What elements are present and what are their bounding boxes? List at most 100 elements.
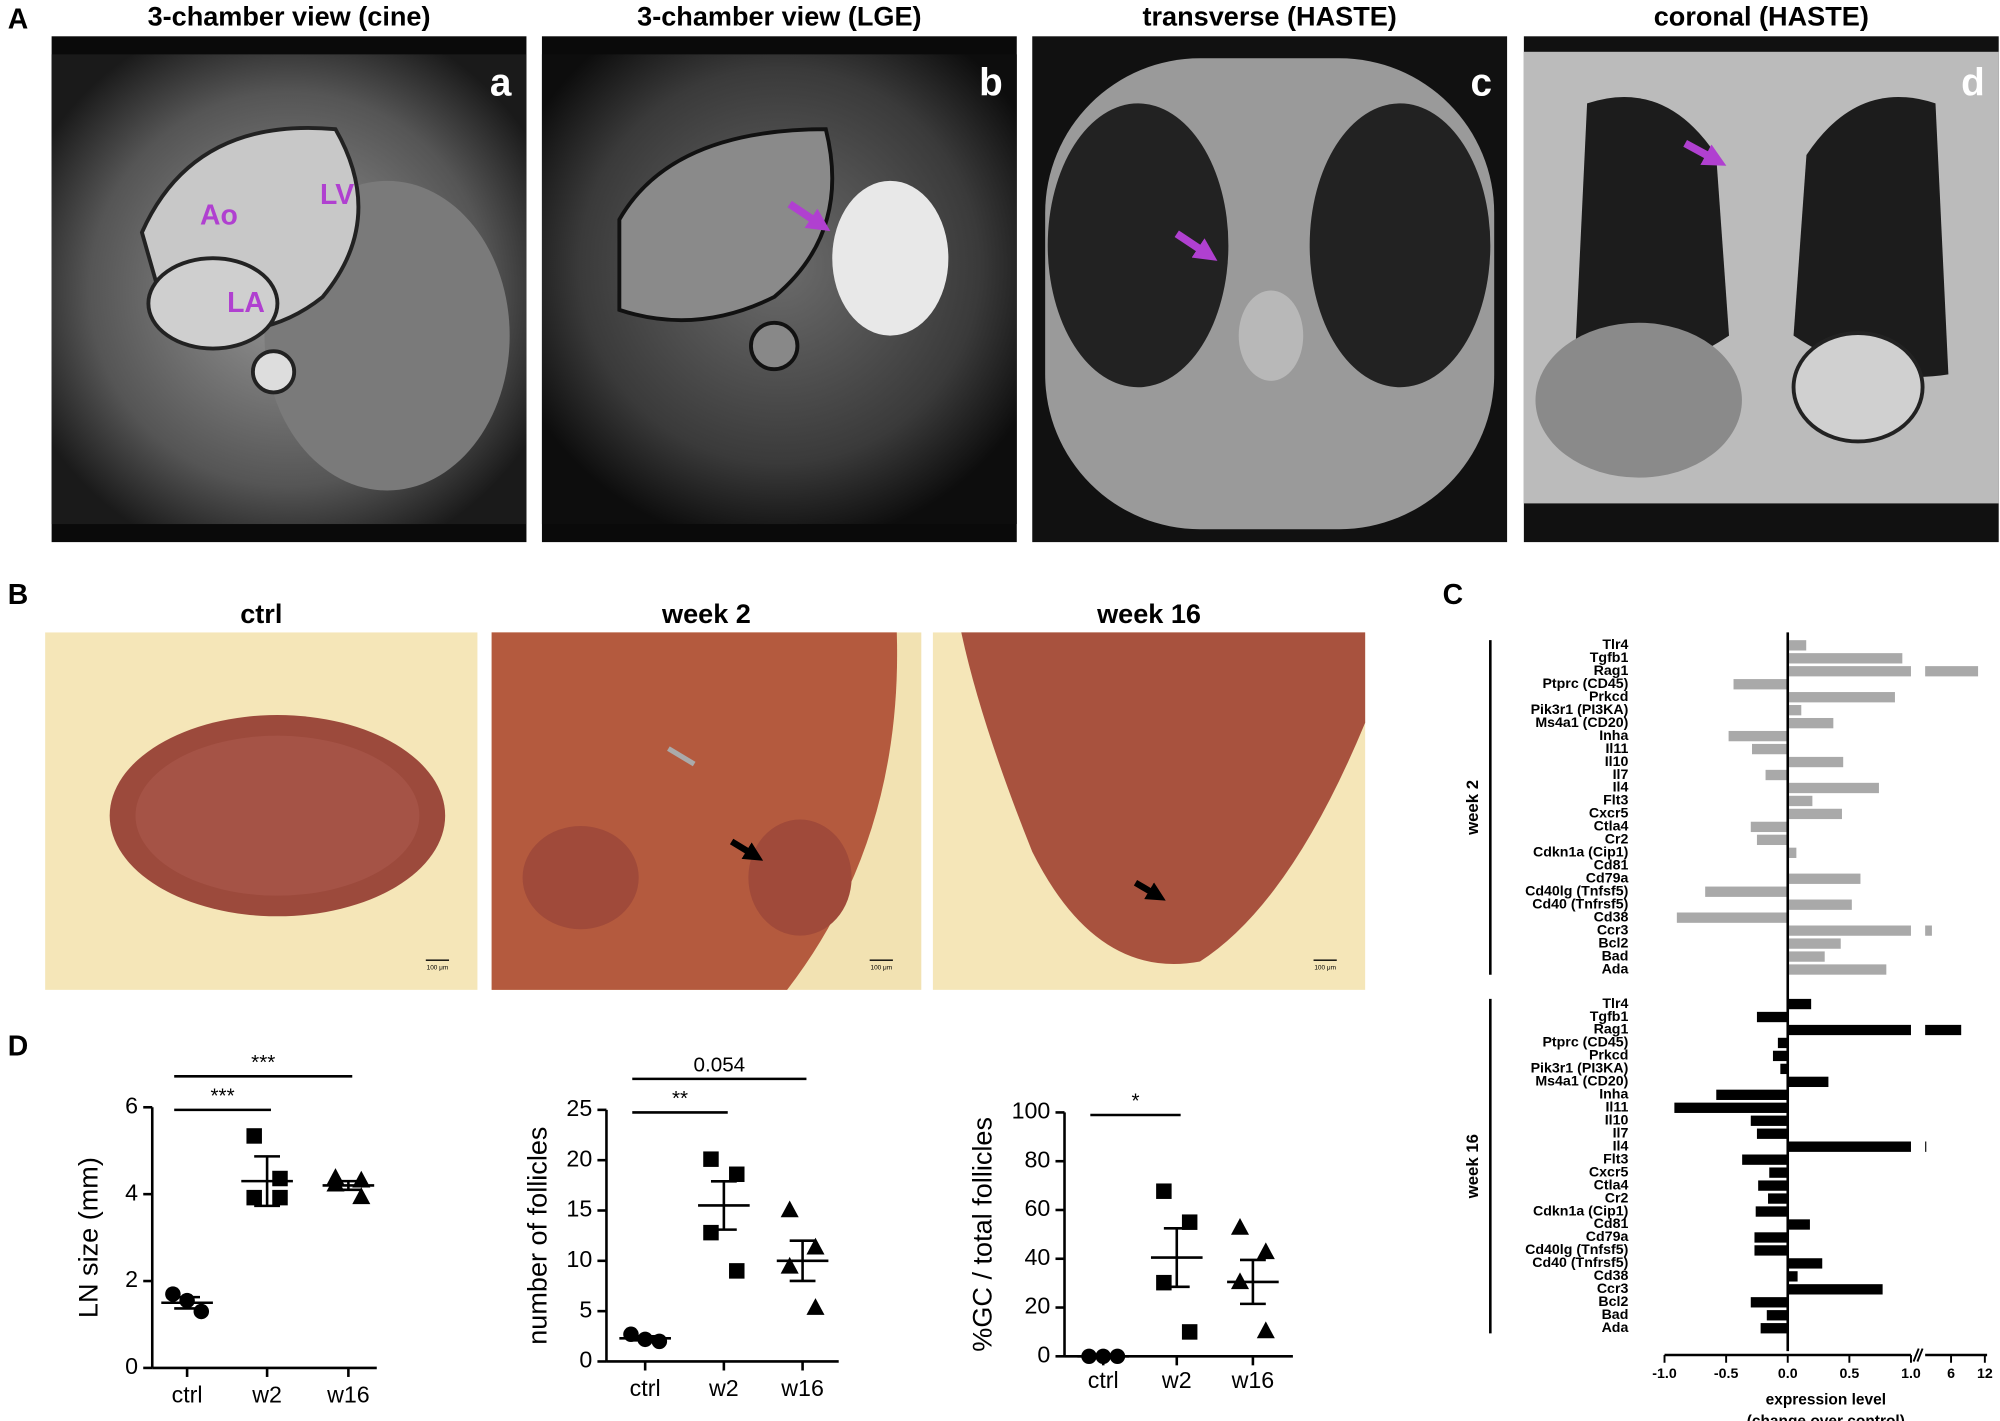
image-title: transverse (HASTE) — [1143, 0, 1397, 31]
point — [1230, 1218, 1250, 1235]
mri-image — [541, 36, 1017, 543]
x-tick-label: 0.5 — [1839, 1366, 1859, 1382]
category-label: Cr2 — [1605, 832, 1629, 848]
bar — [1728, 730, 1788, 742]
category-label: Il4 — [1613, 780, 1629, 796]
bar — [1787, 899, 1852, 910]
bar — [1756, 1128, 1788, 1139]
point — [806, 1237, 825, 1255]
bar — [1787, 808, 1842, 820]
bar — [1787, 653, 1903, 664]
x-tick-label: 1.0 — [1901, 1366, 1921, 1382]
category-label: Cd79a — [1586, 1229, 1629, 1245]
category-label: Cd81 — [1594, 1216, 1629, 1232]
image-label: LV — [320, 179, 354, 211]
bar — [1787, 782, 1879, 794]
y-tick-label: 10 — [566, 1246, 592, 1272]
category-label: Tlr4 — [1602, 996, 1628, 1012]
y-tick-label: 80 — [1024, 1146, 1050, 1172]
x-axis-label: expression level — [1766, 1391, 1886, 1408]
category-label: Il11 — [1605, 1100, 1628, 1116]
y-axis-label: number of follicles — [522, 1127, 553, 1345]
error-bar — [710, 1180, 737, 1231]
x-tick-label: 0.0 — [1778, 1366, 1798, 1382]
point — [729, 1263, 745, 1279]
bar — [1787, 1024, 1962, 1036]
bar — [1716, 1089, 1788, 1100]
point — [1181, 1324, 1198, 1340]
category-label: Tgfb1 — [1590, 650, 1629, 666]
bar — [1787, 1141, 1927, 1152]
y-tick-label: 15 — [566, 1196, 592, 1222]
histology-image — [491, 632, 922, 990]
category-label: Inha — [1599, 728, 1628, 744]
bar — [1742, 1154, 1788, 1165]
point — [806, 1298, 825, 1315]
error-bar — [1240, 1258, 1266, 1306]
category-label: Bad — [1602, 1307, 1629, 1323]
image-title: 3-chamber view (LGE) — [637, 0, 921, 31]
bar — [1750, 1297, 1788, 1308]
point — [1256, 1242, 1275, 1260]
image-letter: a — [490, 62, 512, 105]
bar — [1756, 1011, 1788, 1023]
significance-label: *** — [251, 1051, 275, 1074]
bar — [1787, 847, 1797, 858]
x-tick-label: w16 — [780, 1375, 824, 1401]
point — [272, 1170, 288, 1187]
category-label: Ccr3 — [1597, 1281, 1629, 1297]
category-label: Bcl2 — [1598, 1294, 1628, 1310]
x-tick-label: ctrl — [1088, 1367, 1119, 1393]
bar — [1752, 743, 1788, 755]
image-label: LA — [227, 287, 265, 319]
category-label: Rag1 — [1594, 1022, 1629, 1038]
x-tick-label: w16 — [1231, 1367, 1275, 1393]
y-tick-label: 0 — [125, 1353, 138, 1379]
category-label: Cxcr5 — [1589, 1164, 1629, 1180]
y-tick-label: 2 — [125, 1266, 138, 1292]
error-bar — [632, 1335, 659, 1342]
image-letter: d — [1961, 62, 1985, 105]
y-tick-label: 20 — [1024, 1293, 1050, 1319]
y-tick-label: 60 — [1024, 1195, 1050, 1221]
bar — [1787, 705, 1802, 716]
x-tick-label: -0.5 — [1714, 1366, 1739, 1382]
bar — [1787, 1076, 1829, 1088]
x-tick-label: ctrl — [630, 1375, 661, 1401]
bar — [1676, 912, 1788, 923]
y-tick-label: 4 — [125, 1179, 138, 1205]
bar — [1758, 1180, 1788, 1191]
image-title: ctrl — [240, 598, 282, 629]
bar — [1768, 1193, 1788, 1204]
y-tick-label: 20 — [566, 1145, 592, 1171]
bar — [1787, 1258, 1823, 1269]
category-label: Flt3 — [1603, 1151, 1628, 1167]
scale-bar-label: 100 μm — [870, 965, 892, 972]
category-label: Flt3 — [1603, 793, 1628, 809]
category-label: Ccr3 — [1597, 922, 1629, 938]
x-tick-label: w2 — [251, 1381, 282, 1407]
bar — [1750, 1115, 1788, 1126]
scale-bar-label: 100 μm — [1314, 965, 1336, 972]
error-bar — [789, 1239, 816, 1283]
histology-image — [45, 632, 478, 990]
point — [272, 1189, 288, 1206]
bar — [1787, 964, 1887, 975]
y-tick-label: 25 — [566, 1095, 592, 1121]
category-label: Tlr4 — [1602, 637, 1628, 653]
category-label: Pik3r1 (PI3KA) — [1531, 1061, 1629, 1077]
point — [703, 1151, 719, 1167]
category-label: Cd40lg (Tnfsf5) — [1525, 1242, 1629, 1258]
bar — [1787, 666, 1979, 677]
bar — [1787, 717, 1834, 729]
bar — [1754, 1245, 1788, 1256]
category-label: Bad — [1602, 948, 1629, 964]
bar — [1787, 873, 1861, 884]
y-tick-label: 0 — [579, 1347, 592, 1373]
point — [193, 1303, 210, 1320]
category-label: Il10 — [1605, 1113, 1629, 1129]
category-label: Inha — [1599, 1087, 1628, 1103]
category-label: Ada — [1602, 1320, 1629, 1336]
significance-label: ** — [672, 1087, 688, 1110]
point — [352, 1170, 371, 1188]
